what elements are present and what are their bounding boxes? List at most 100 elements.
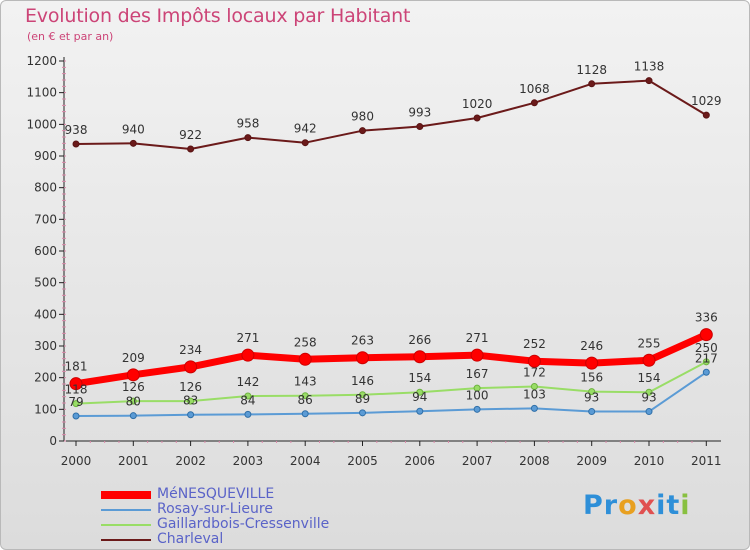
chart-subtitle: (en € et par an) — [27, 30, 114, 43]
legend-item: MéNESQUEVILLE — [101, 487, 329, 502]
data-point — [588, 388, 596, 396]
data-label: 86 — [298, 393, 313, 407]
legend-swatch — [101, 523, 151, 526]
data-point — [129, 412, 137, 420]
y-tick-label: 1100 — [26, 86, 57, 100]
data-point — [241, 348, 255, 362]
data-point — [359, 391, 366, 399]
data-label: 80 — [126, 395, 141, 409]
data-point — [298, 352, 312, 366]
series-line — [75, 331, 708, 388]
data-point — [184, 360, 198, 374]
legend-swatch — [101, 508, 151, 511]
x-tick-label: 2004 — [290, 454, 321, 468]
data-label: 93 — [641, 391, 656, 405]
series-layer — [69, 77, 713, 420]
data-point — [187, 145, 195, 153]
legend-label: Rosay-sur-Lieure — [157, 501, 273, 517]
brand-letter: t — [666, 490, 681, 521]
x-tick-label: 2009 — [576, 454, 607, 468]
data-point — [301, 410, 309, 418]
data-point — [187, 397, 195, 405]
data-label: 336 — [695, 311, 718, 325]
axes: 0 100 200 300 400 500 600 700 800 900 1000 1100 1200… — [26, 54, 721, 468]
data-label: 993 — [408, 106, 431, 120]
data-point — [69, 377, 83, 391]
y-tick-label: 900 — [34, 149, 57, 163]
data-point — [699, 328, 713, 342]
brand-letter: x — [637, 490, 657, 521]
data-point — [126, 368, 140, 382]
brand-letter: r — [603, 490, 619, 521]
data-label: 252 — [523, 337, 546, 351]
data-label: 958 — [236, 117, 259, 131]
data-label: 172 — [523, 366, 546, 380]
data-label: 209 — [122, 351, 145, 365]
data-point — [530, 99, 538, 107]
data-label: 143 — [294, 375, 317, 389]
data-label: 181 — [65, 360, 88, 374]
data-label: 146 — [351, 374, 374, 388]
data-point — [527, 354, 541, 368]
y-tick-label: 1200 — [26, 54, 57, 68]
y-tick-label: 1000 — [26, 117, 57, 131]
data-point — [244, 134, 252, 142]
data-label: 1068 — [519, 82, 550, 96]
data-label: 94 — [412, 390, 427, 404]
legend-item: Gaillardbois-Cressenville — [101, 517, 329, 532]
data-point — [645, 77, 653, 85]
brand-letter: i — [656, 490, 667, 521]
legend-label: Charleval — [157, 531, 224, 547]
brand-letter: o — [618, 490, 638, 521]
data-label: 1138 — [634, 60, 665, 74]
data-label: 142 — [236, 375, 259, 389]
data-label: 100 — [466, 388, 489, 402]
data-label: 126 — [179, 380, 202, 394]
data-point — [588, 408, 596, 416]
data-point — [301, 392, 309, 400]
y-tick-label: 500 — [34, 276, 57, 290]
data-point — [413, 350, 427, 364]
data-point — [72, 412, 80, 420]
y-tick-label: 300 — [34, 339, 57, 353]
data-point — [72, 140, 80, 148]
legend-item: Charleval — [101, 532, 329, 547]
data-point — [244, 410, 252, 418]
data-labels: 938 940 922 958 942 980 993 1020 1068 1128 1138 102… — [65, 60, 722, 409]
data-label: 922 — [179, 128, 202, 142]
x-tick-label: 2008 — [519, 454, 550, 468]
data-point — [585, 356, 599, 370]
y-tick-label: 400 — [34, 307, 57, 321]
data-label: 938 — [65, 123, 88, 137]
data-label: 255 — [638, 336, 661, 350]
data-label: 83 — [183, 394, 198, 408]
x-tick-label: 2006 — [405, 454, 436, 468]
legend-label: Gaillardbois-Cressenville — [157, 516, 330, 532]
data-label: 266 — [408, 333, 431, 347]
x-tick-label: 2001 — [118, 454, 149, 468]
brand-letter: i — [680, 490, 691, 521]
y-tick-label: 0 — [49, 434, 57, 448]
brand-letter: P — [583, 490, 604, 521]
data-label: 154 — [408, 371, 431, 385]
legend: MéNESQUEVILLE Rosay-sur-Lieure Gaillardboi… — [101, 487, 329, 547]
data-label: 980 — [351, 110, 374, 124]
data-label: 1020 — [462, 97, 493, 111]
legend-label: MéNESQUEVILLE — [157, 486, 275, 502]
y-tick-label: 100 — [34, 402, 57, 416]
series-line — [75, 360, 707, 405]
data-label: 118 — [65, 383, 88, 397]
data-label: 234 — [179, 343, 202, 357]
data-point — [356, 351, 369, 365]
data-point — [129, 397, 137, 405]
data-label: 89 — [355, 392, 370, 406]
data-label: 271 — [466, 331, 489, 345]
legend-swatch — [101, 538, 151, 541]
data-point — [244, 392, 252, 400]
data-point — [416, 123, 424, 131]
data-point — [702, 111, 710, 119]
data-label: 79 — [68, 395, 83, 409]
data-label: 263 — [351, 334, 374, 348]
x-tick-label: 2005 — [347, 454, 378, 468]
data-point — [642, 353, 656, 367]
